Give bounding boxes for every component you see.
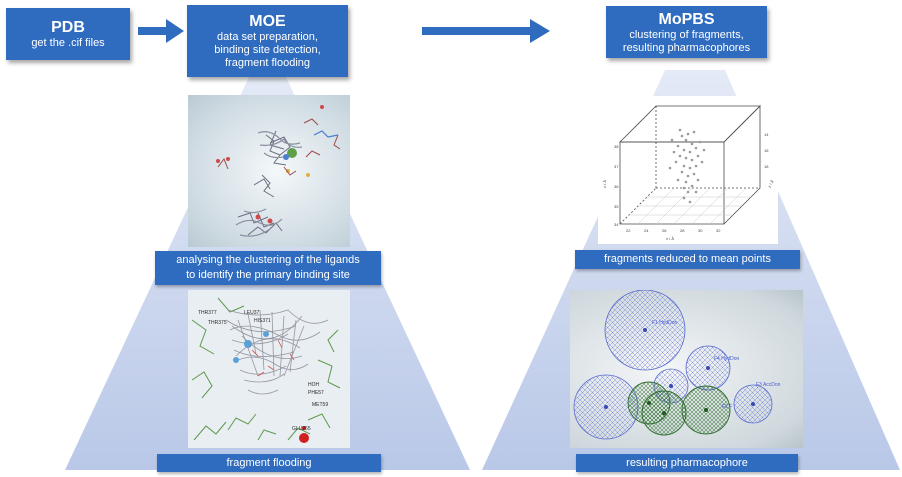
svg-text:24: 24 — [644, 228, 649, 233]
svg-text:HOH: HOH — [308, 382, 320, 388]
ligand-clustering-image — [188, 95, 350, 247]
svg-text:F3 AccDon: F3 AccDon — [756, 382, 781, 388]
svg-text:32: 32 — [716, 228, 721, 233]
svg-text:35: 35 — [614, 204, 619, 209]
mopbs-box: MoPBS clustering of fragments, resulting… — [606, 6, 767, 58]
svg-text:GLU265: GLU265 — [292, 426, 311, 432]
svg-text:MET59: MET59 — [312, 402, 328, 408]
svg-text:16: 16 — [764, 148, 769, 153]
svg-text:x / Å: x / Å — [666, 236, 674, 241]
moe-box: MOE data set preparation, binding site d… — [187, 5, 348, 77]
svg-text:F1 HydDon: F1 HydDon — [652, 320, 678, 326]
svg-text:30: 30 — [698, 228, 703, 233]
svg-text:PHE57: PHE57 — [308, 390, 324, 396]
moe-line-3: fragment flooding — [225, 57, 310, 69]
svg-text:LEU37: LEU37 — [244, 310, 260, 316]
ligand-clustering-caption: analysing the clustering of the ligands … — [155, 251, 381, 285]
fragment-flooding-image: THR377 THR375 LEU37 HIS371 HOH PHE57 MET… — [188, 290, 350, 448]
pdb-box: PDB get the .cif files — [6, 8, 130, 60]
svg-text:38: 38 — [614, 144, 619, 149]
svg-text:22: 22 — [626, 228, 631, 233]
svg-text:36: 36 — [614, 184, 619, 189]
mean-points-image: 38 37 36 35 34 22 24 26 28 30 32 14 16 18 x / Å z… — [598, 96, 778, 244]
ligand-clustering-caption-line-1: analysing the clustering of the ligands — [176, 254, 360, 266]
svg-text:14: 14 — [764, 132, 769, 137]
mean-points-caption-text: fragments reduced to mean points — [604, 253, 771, 265]
pdb-title: PDB — [51, 19, 85, 36]
svg-text:37: 37 — [614, 164, 619, 169]
fragment-flooding-caption-text: fragment flooding — [226, 456, 312, 469]
svg-text:z / Å: z / Å — [602, 180, 607, 188]
svg-text:y / Å: y / Å — [767, 179, 775, 189]
svg-text:18: 18 — [764, 164, 769, 169]
mopbs-title: MoPBS — [658, 10, 715, 28]
arrow-right-icon — [422, 19, 550, 43]
svg-text:34: 34 — [614, 222, 619, 227]
mopbs-line-2: resulting pharmacophores — [622, 41, 751, 54]
mean-points-caption: fragments reduced to mean points — [575, 250, 800, 269]
pdb-subtitle: get the .cif files — [31, 37, 105, 49]
svg-text:HIS371: HIS371 — [254, 318, 271, 324]
fragment-flooding-caption: fragment flooding — [157, 454, 381, 472]
ligand-clustering-caption-line-2: to identify the primary binding site — [186, 269, 350, 281]
pharmacophore-caption: resulting pharmacophore — [576, 454, 798, 472]
svg-text:26: 26 — [662, 228, 667, 233]
pharmacophore-caption-text: resulting pharmacophore — [626, 456, 748, 469]
moe-title: MOE — [249, 13, 286, 30]
moe-line-1: data set preparation, — [217, 31, 318, 43]
svg-text:F2 F: F2 F — [722, 404, 732, 410]
arrow-right-icon — [138, 19, 184, 43]
pharmacophore-image: F1 HydDon F4 HydDon F3 AccDon F2 F — [570, 290, 803, 448]
svg-text:F4 HydDon: F4 HydDon — [714, 356, 740, 362]
moe-line-2: binding site detection, — [214, 44, 321, 56]
mopbs-line-1: clustering of fragments, — [629, 28, 744, 41]
svg-text:THR377: THR377 — [198, 310, 217, 316]
svg-text:THR375: THR375 — [208, 320, 227, 326]
svg-text:28: 28 — [680, 228, 685, 233]
